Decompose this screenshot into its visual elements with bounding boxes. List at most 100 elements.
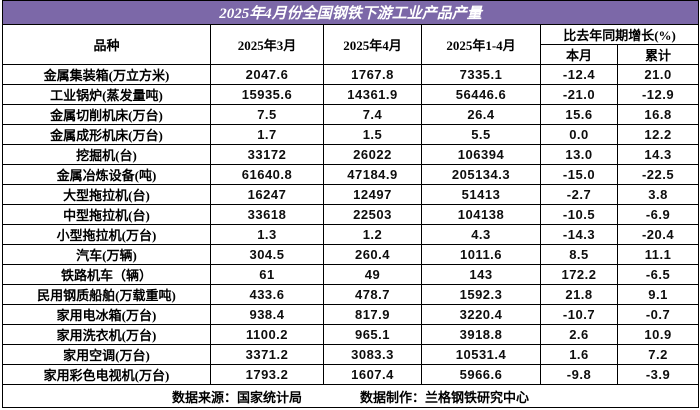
value-yoy-cumulative: 14.3 (616, 144, 700, 165)
value-april: 1767.8 (323, 64, 422, 85)
product-name: 民用钢质船舶(万载重吨) (2, 284, 211, 305)
product-name: 家用电冰箱(万台) (2, 304, 211, 325)
value-jan-apr: 104138 (421, 204, 541, 225)
value-april: 47184.9 (323, 164, 422, 185)
value-jan-apr: 106394 (421, 144, 541, 165)
value-jan-apr: 1011.6 (421, 244, 541, 265)
data-source-note: 数据来源：国家统计局 (172, 389, 303, 405)
value-march: 33172 (210, 144, 324, 165)
table-row: 挖掘机(台) 33172 26022 106394 13.0 14.3 (2, 144, 700, 165)
table-row: 金属集装箱(万立方米) 2047.6 1767.8 7335.1 -12.4 2… (2, 64, 700, 85)
header-row-top: 品种 2025年3月 2025年4月 2025年1-4月 比去年同期增长(%) (2, 24, 700, 65)
value-march: 61640.8 (210, 164, 324, 185)
page-title: 2025年4月份全国钢铁下游工业产品产量 (1, 0, 700, 25)
value-yoy-cumulative: 12.2 (616, 124, 700, 145)
value-april: 12497 (323, 184, 422, 205)
value-yoy-month: 1.6 (540, 344, 618, 365)
value-march: 7.5 (210, 104, 324, 125)
value-march: 61 (210, 264, 324, 285)
product-name: 中型拖拉机(台) (2, 204, 211, 225)
value-april: 260.4 (323, 244, 422, 265)
value-april: 7.4 (323, 104, 422, 125)
product-name: 家用洗衣机(万台) (2, 324, 211, 345)
value-yoy-month: -2.7 (540, 184, 618, 205)
column-header-april: 2025年4月 (323, 24, 422, 65)
title-row: 2025年4月份全国钢铁下游工业产品产量 (1, 0, 700, 25)
value-yoy-month: 0.0 (540, 124, 618, 145)
value-april: 1.2 (323, 224, 422, 245)
value-yoy-month: -12.4 (540, 64, 618, 85)
value-yoy-month: -9.8 (540, 364, 618, 385)
value-april: 14361.9 (323, 84, 422, 105)
value-yoy-month: -21.0 (540, 84, 618, 105)
value-yoy-month: -10.5 (540, 204, 618, 225)
table-row: 家用电冰箱(万台) 938.4 817.9 3220.4 -10.7 -0.7 (2, 304, 700, 325)
column-header-yoy-month: 本月 (540, 44, 618, 65)
value-jan-apr: 56446.6 (421, 84, 541, 105)
product-name: 家用空调(万台) (2, 344, 211, 365)
value-yoy-cumulative: 7.2 (616, 344, 700, 365)
column-header-product: 品种 (2, 24, 211, 65)
value-jan-apr: 26.4 (421, 104, 541, 125)
value-yoy-month: 21.8 (540, 284, 618, 305)
value-april: 478.7 (323, 284, 422, 305)
table-row: 工业锅炉(蒸发量吨) 15935.6 14361.9 56446.6 -21.0… (2, 84, 700, 105)
value-yoy-cumulative: -20.4 (616, 224, 700, 245)
value-yoy-month: 13.0 (540, 144, 618, 165)
value-jan-apr: 7335.1 (421, 64, 541, 85)
value-jan-apr: 51413 (421, 184, 541, 205)
product-name: 金属集装箱(万立方米) (2, 64, 211, 85)
value-april: 965.1 (323, 324, 422, 345)
product-name: 大型拖拉机(台) (2, 184, 211, 205)
column-header-jan-apr: 2025年1-4月 (421, 24, 541, 65)
value-yoy-cumulative: 16.8 (616, 104, 700, 125)
value-april: 3083.3 (323, 344, 422, 365)
value-jan-apr: 1592.3 (421, 284, 541, 305)
value-march: 1.3 (210, 224, 324, 245)
value-march: 16247 (210, 184, 324, 205)
product-name: 金属冶炼设备(吨) (2, 164, 211, 185)
table-row: 家用洗衣机(万台) 1100.2 965.1 3918.8 2.6 10.9 (2, 324, 700, 345)
value-march: 1100.2 (210, 324, 324, 345)
footer-notes: 数据来源：国家统计局 数据制作：兰格钢铁研究中心 (4, 387, 698, 406)
value-yoy-month: 8.5 (540, 244, 618, 265)
value-yoy-cumulative: -12.9 (616, 84, 700, 105)
value-yoy-month: 15.6 (540, 104, 618, 125)
value-yoy-cumulative: 3.8 (616, 184, 700, 205)
value-april: 817.9 (323, 304, 422, 325)
table-row: 金属冶炼设备(吨) 61640.8 47184.9 205134.3 -15.0… (2, 164, 700, 185)
product-name: 工业锅炉(蒸发量吨) (2, 84, 211, 105)
value-april: 49 (323, 264, 422, 285)
value-yoy-cumulative: 21.0 (616, 64, 700, 85)
value-yoy-month: -15.0 (540, 164, 618, 185)
value-yoy-cumulative: 11.1 (616, 244, 700, 265)
value-jan-apr: 143 (421, 264, 541, 285)
value-jan-apr: 4.3 (421, 224, 541, 245)
table-row: 中型拖拉机(台) 33618 22503 104138 -10.5 -6.9 (2, 204, 700, 225)
value-yoy-cumulative: -6.9 (616, 204, 700, 225)
product-name: 汽车(万辆) (2, 244, 211, 265)
product-name: 挖掘机(台) (2, 144, 211, 165)
table-row: 家用彩色电视机(万台) 1793.2 1607.4 5966.6 -9.8 -3… (2, 364, 700, 385)
table-row: 汽车(万辆) 304.5 260.4 1011.6 8.5 11.1 (2, 244, 700, 265)
table-row: 小型拖拉机(万台) 1.3 1.2 4.3 -14.3 -20.4 (2, 224, 700, 245)
value-march: 15935.6 (210, 84, 324, 105)
value-april: 22503 (323, 204, 422, 225)
value-jan-apr: 205134.3 (421, 164, 541, 185)
table-row: 家用空调(万台) 3371.2 3083.3 10531.4 1.6 7.2 (2, 344, 700, 365)
footer-row: 数据来源：国家统计局 数据制作：兰格钢铁研究中心 (1, 384, 700, 408)
table-row: 民用钢质船舶(万载重吨) 433.6 478.7 1592.3 21.8 9.1 (2, 284, 700, 305)
value-april: 1607.4 (323, 364, 422, 385)
value-march: 3371.2 (210, 344, 324, 365)
table-row: 铁路机车（辆） 61 49 143 172.2 -6.5 (2, 264, 700, 285)
value-jan-apr: 5966.6 (421, 364, 541, 385)
value-yoy-cumulative: -6.5 (616, 264, 700, 285)
value-march: 2047.6 (210, 64, 324, 85)
table-row: 金属切削机床(万台) 7.5 7.4 26.4 15.6 16.8 (2, 104, 700, 125)
column-header-march: 2025年3月 (210, 24, 324, 65)
value-april: 1.5 (323, 124, 422, 145)
value-yoy-month: 172.2 (540, 264, 618, 285)
product-name: 铁路机车（辆） (2, 264, 211, 285)
product-name: 小型拖拉机(万台) (2, 224, 211, 245)
